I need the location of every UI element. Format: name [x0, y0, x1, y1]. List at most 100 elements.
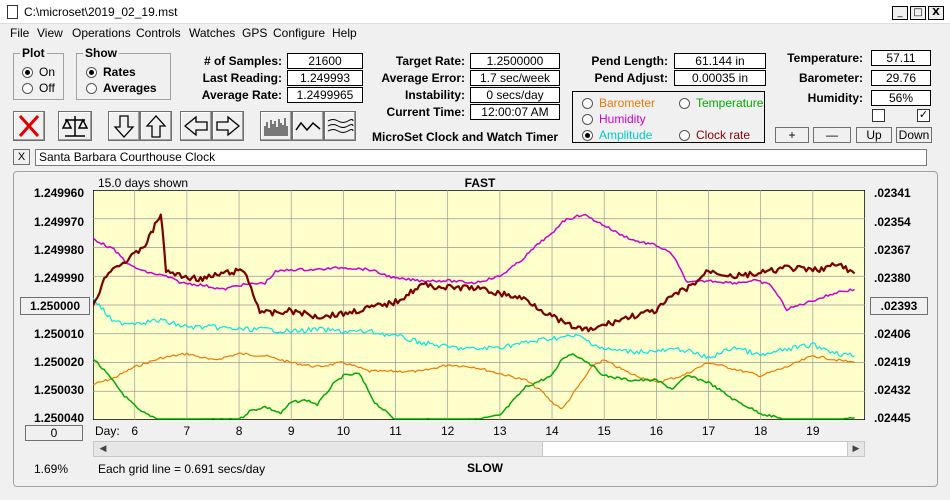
checkbox-right[interactable]: ✓ — [917, 109, 930, 122]
current-time-value: 12:00:07 AM — [470, 104, 560, 120]
series-barometer-line — [93, 352, 855, 409]
menu-configure[interactable]: Configure — [273, 26, 326, 40]
y-left-tick: 1.250020 — [33, 355, 84, 369]
x-tick-label: 9 — [287, 424, 295, 438]
scroll-right-icon[interactable]: ▶ — [852, 443, 860, 453]
plot-on-radio[interactable]: On — [22, 65, 55, 79]
clock-name-field[interactable]: Santa Barbara Courthouse Clock — [35, 149, 927, 166]
left-arrow-button[interactable] — [180, 111, 212, 141]
fast-label: FAST — [464, 176, 496, 190]
target-rate-value: 1.2500000 — [470, 53, 560, 69]
maximize-button[interactable]: □ — [910, 6, 926, 20]
y-right-tick: .02354 — [874, 215, 911, 229]
menu-view[interactable]: View — [37, 26, 63, 40]
show-averages-radio[interactable]: Averages — [86, 81, 157, 95]
menu-operations[interactable]: Operations — [72, 26, 131, 40]
checkbox-left[interactable] — [872, 109, 885, 122]
temperature-label: Temperature: — [787, 51, 863, 65]
samples-value: 21600 — [287, 53, 363, 69]
y-right-tick: .02419 — [874, 355, 911, 369]
barometer-value: 29.76 — [871, 70, 931, 86]
scroll-thumb[interactable] — [542, 441, 848, 457]
scroll-left-icon[interactable]: ◀ — [99, 443, 107, 453]
instability-label: Instability: — [404, 88, 465, 102]
plus-button[interactable]: + — [775, 127, 809, 143]
app-icon — [7, 5, 18, 19]
x-tick-label: 8 — [235, 424, 243, 438]
down-arrow-button[interactable] — [108, 111, 140, 141]
barometer-label: Barometer: — [798, 71, 863, 85]
series-temperature-radio[interactable]: Temperature — [679, 96, 763, 110]
plot-off-radio[interactable]: Off — [22, 81, 55, 95]
y-left-center-button[interactable]: 1.250000 — [20, 297, 90, 315]
up-button[interactable]: Up — [856, 127, 892, 143]
show-rates-radio[interactable]: Rates — [86, 65, 136, 79]
scale-button[interactable] — [58, 111, 92, 141]
series-humidity-radio[interactable]: Humidity — [582, 112, 646, 126]
pend-length-label: Pend Length: — [591, 54, 668, 68]
x-tick-label: 15 — [597, 424, 611, 438]
multi-wave-icon — [327, 119, 354, 133]
x-tick-label: 17 — [701, 424, 716, 438]
series-clock-rate-radio[interactable]: Clock rate — [679, 128, 750, 142]
radio-dot-icon — [582, 129, 593, 141]
menu-controls[interactable]: Controls — [136, 26, 181, 40]
chart-panel — [13, 171, 938, 487]
y-right-tick: .02380 — [874, 271, 911, 285]
instability-value: 0 secs/day — [470, 87, 560, 103]
minus-button[interactable]: — — [813, 127, 851, 143]
grid-note: Each grid line = 0.691 secs/day — [98, 462, 266, 476]
wave-button[interactable] — [292, 111, 324, 141]
last-reading-value: 1.249993 — [287, 70, 363, 86]
series-temperature-line — [93, 353, 855, 420]
plot-group-title: Plot — [22, 46, 45, 60]
y-left-tick: 1.250030 — [33, 383, 84, 397]
radio-dot-icon — [86, 66, 97, 78]
menu-gps[interactable]: GPS — [242, 26, 268, 40]
radio-dot-icon — [679, 97, 690, 109]
close-clock-button[interactable]: X — [13, 149, 30, 165]
menu-help[interactable]: Help — [332, 26, 357, 40]
menu-file[interactable]: File — [10, 26, 30, 40]
wave-icon — [295, 121, 321, 132]
y-right-tick: .02432 — [874, 383, 911, 397]
multi-wave-button[interactable] — [324, 111, 356, 141]
down-arrow-icon — [113, 115, 135, 138]
x-tick-label: 10 — [336, 424, 351, 438]
right-arrow-icon — [216, 115, 241, 137]
horizontal-scrollbar[interactable]: ◀ ▶ — [93, 441, 865, 457]
radio-dot-icon — [86, 82, 97, 94]
average-error-label: Average Error: — [381, 71, 465, 85]
x-tick-label: 16 — [649, 424, 664, 438]
show-group-title: Show — [85, 46, 117, 60]
x-tick-label: 12 — [441, 424, 455, 438]
down-button[interactable]: Down — [896, 127, 932, 143]
target-rate-label: Target Rate: — [395, 54, 465, 68]
y-left-tick: 1.249960 — [33, 186, 84, 200]
x-tick-label: 7 — [183, 424, 191, 438]
up-arrow-button[interactable] — [140, 111, 172, 141]
pend-adjust-value: 0.00035 in — [674, 70, 766, 86]
y-left-tick: 1.249980 — [33, 243, 84, 257]
menu-watches[interactable]: Watches — [189, 26, 236, 40]
title-bar: C:\microset\2019_02_19.mst _ □ X — [0, 0, 950, 24]
slow-label: SLOW — [467, 461, 503, 475]
minimize-button[interactable]: _ — [892, 6, 908, 20]
close-button[interactable]: X — [928, 6, 944, 20]
x-offset-button[interactable]: 0 — [25, 425, 83, 441]
stop-button[interactable] — [13, 111, 45, 141]
scale-icon — [61, 116, 89, 137]
y-right-tick: .02341 — [874, 186, 911, 200]
show-group: Show — [76, 46, 171, 100]
x-tick-label: 6 — [131, 424, 139, 438]
left-arrow-icon — [183, 115, 208, 137]
histogram-button[interactable] — [260, 111, 292, 141]
window-title: C:\microset\2019_02_19.mst — [24, 5, 178, 19]
humidity-value: 56% — [871, 90, 931, 106]
right-arrow-button[interactable] — [212, 111, 244, 141]
menu-bar: File View Operations Controls Watches GP… — [0, 24, 950, 42]
series-amplitude-radio[interactable]: Amplitude — [582, 128, 652, 142]
series-barometer-radio[interactable]: Barometer — [582, 96, 655, 110]
y-right-center-button[interactable]: .02393 — [870, 297, 928, 315]
radio-dot-icon — [582, 97, 593, 109]
